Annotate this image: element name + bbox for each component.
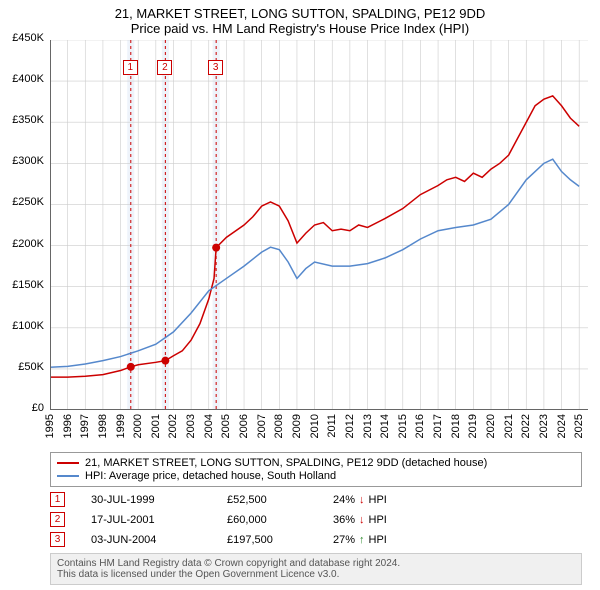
x-tick-label: 2004 bbox=[203, 414, 215, 438]
x-tick-label: 2016 bbox=[414, 414, 426, 438]
legend-label: 21, MARKET STREET, LONG SUTTON, SPALDING… bbox=[85, 457, 487, 469]
legend-item: 21, MARKET STREET, LONG SUTTON, SPALDING… bbox=[57, 457, 575, 469]
y-tick-label: £50K bbox=[18, 361, 44, 373]
x-tick-label: 2009 bbox=[291, 414, 303, 438]
chart-plot-area: 1 2 3 bbox=[50, 40, 588, 410]
y-tick-label: £350K bbox=[12, 114, 44, 126]
transaction-row: 1 30-JUL-1999 £52,500 24% ↓ HPI bbox=[50, 492, 582, 507]
transaction-row: 3 03-JUN-2004 £197,500 27% ↑ HPI bbox=[50, 532, 582, 547]
x-tick-label: 2019 bbox=[467, 414, 479, 438]
chart-container: { "title": "21, MARKET STREET, LONG SUTT… bbox=[0, 0, 600, 590]
legend-swatch bbox=[57, 475, 79, 477]
x-tick-label: 2020 bbox=[485, 414, 497, 438]
transaction-row: 2 17-JUL-2001 £60,000 36% ↓ HPI bbox=[50, 512, 582, 527]
transaction-marker-number: 3 bbox=[50, 532, 65, 547]
x-tick-label: 2006 bbox=[238, 414, 250, 438]
y-tick-label: £150K bbox=[12, 279, 44, 291]
x-tick-label: 2021 bbox=[503, 414, 515, 438]
x-tick-label: 1997 bbox=[79, 414, 91, 438]
y-tick-label: £300K bbox=[12, 155, 44, 167]
x-tick-label: 2024 bbox=[556, 414, 568, 438]
x-tick-label: 2022 bbox=[520, 414, 532, 438]
diff-percent: 27% bbox=[333, 534, 355, 546]
diff-percent: 36% bbox=[333, 514, 355, 526]
y-tick-label: £200K bbox=[12, 238, 44, 250]
x-tick-label: 1998 bbox=[97, 414, 109, 438]
y-tick-label: £0 bbox=[32, 402, 44, 414]
x-tick-label: 2000 bbox=[132, 414, 144, 438]
diff-suffix: HPI bbox=[369, 534, 387, 546]
diff-arrow-icon: ↑ bbox=[359, 534, 365, 546]
chart-subtitle: Price paid vs. HM Land Registry's House … bbox=[0, 21, 600, 40]
x-tick-label: 2012 bbox=[344, 414, 356, 438]
x-tick-label: 2003 bbox=[185, 414, 197, 438]
x-tick-label: 1999 bbox=[115, 414, 127, 438]
chart-title: 21, MARKET STREET, LONG SUTTON, SPALDING… bbox=[0, 0, 600, 21]
diff-percent: 24% bbox=[333, 494, 355, 506]
x-tick-label: 1996 bbox=[62, 414, 74, 438]
x-tick-label: 2007 bbox=[256, 414, 268, 438]
transaction-diff: 36% ↓ HPI bbox=[333, 514, 387, 526]
diff-suffix: HPI bbox=[369, 494, 387, 506]
chart-svg bbox=[50, 40, 588, 410]
attribution-footer: Contains HM Land Registry data © Crown c… bbox=[50, 553, 582, 585]
y-tick-label: £450K bbox=[12, 32, 44, 44]
x-axis: 1995199619971998199920002001200220032004… bbox=[50, 410, 600, 450]
transaction-diff: 24% ↓ HPI bbox=[333, 494, 387, 506]
x-tick-label: 2001 bbox=[150, 414, 162, 438]
x-tick-label: 2017 bbox=[432, 414, 444, 438]
x-tick-label: 2014 bbox=[379, 414, 391, 438]
footer-line-1: Contains HM Land Registry data © Crown c… bbox=[57, 558, 575, 569]
x-tick-label: 2005 bbox=[220, 414, 232, 438]
y-tick-label: £400K bbox=[12, 73, 44, 85]
transaction-date: 30-JUL-1999 bbox=[91, 494, 201, 506]
transaction-date: 03-JUN-2004 bbox=[91, 534, 201, 546]
x-tick-label: 2013 bbox=[362, 414, 374, 438]
chart-marker-label: 2 bbox=[157, 60, 172, 75]
y-axis: £0£50K£100K£150K£200K£250K£300K£350K£400… bbox=[0, 38, 48, 408]
transaction-price: £60,000 bbox=[227, 514, 307, 526]
transaction-marker-number: 1 bbox=[50, 492, 65, 507]
x-tick-label: 2015 bbox=[397, 414, 409, 438]
x-tick-label: 2023 bbox=[538, 414, 550, 438]
diff-arrow-icon: ↓ bbox=[359, 494, 365, 506]
chart-marker-label: 1 bbox=[123, 60, 138, 75]
legend-item: HPI: Average price, detached house, Sout… bbox=[57, 470, 575, 482]
chart-marker-label: 3 bbox=[208, 60, 223, 75]
footer-line-2: This data is licensed under the Open Gov… bbox=[57, 569, 575, 580]
transactions-table: 1 30-JUL-1999 £52,500 24% ↓ HPI 2 17-JUL-2001 £6… bbox=[50, 492, 582, 547]
legend-label: HPI: Average price, detached house, Sout… bbox=[85, 470, 336, 482]
legend-swatch bbox=[57, 462, 79, 464]
transaction-marker-number: 2 bbox=[50, 512, 65, 527]
legend: 21, MARKET STREET, LONG SUTTON, SPALDING… bbox=[50, 452, 582, 487]
x-tick-label: 2025 bbox=[573, 414, 585, 438]
x-tick-label: 2011 bbox=[326, 414, 338, 438]
x-tick-label: 2018 bbox=[450, 414, 462, 438]
y-tick-label: £250K bbox=[12, 196, 44, 208]
transaction-price: £52,500 bbox=[227, 494, 307, 506]
transaction-date: 17-JUL-2001 bbox=[91, 514, 201, 526]
transaction-price: £197,500 bbox=[227, 534, 307, 546]
x-tick-label: 2008 bbox=[273, 414, 285, 438]
diff-suffix: HPI bbox=[369, 514, 387, 526]
x-tick-label: 1995 bbox=[44, 414, 56, 438]
diff-arrow-icon: ↓ bbox=[359, 514, 365, 526]
x-tick-label: 2010 bbox=[309, 414, 321, 438]
x-tick-label: 2002 bbox=[167, 414, 179, 438]
transaction-diff: 27% ↑ HPI bbox=[333, 534, 387, 546]
y-tick-label: £100K bbox=[12, 320, 44, 332]
